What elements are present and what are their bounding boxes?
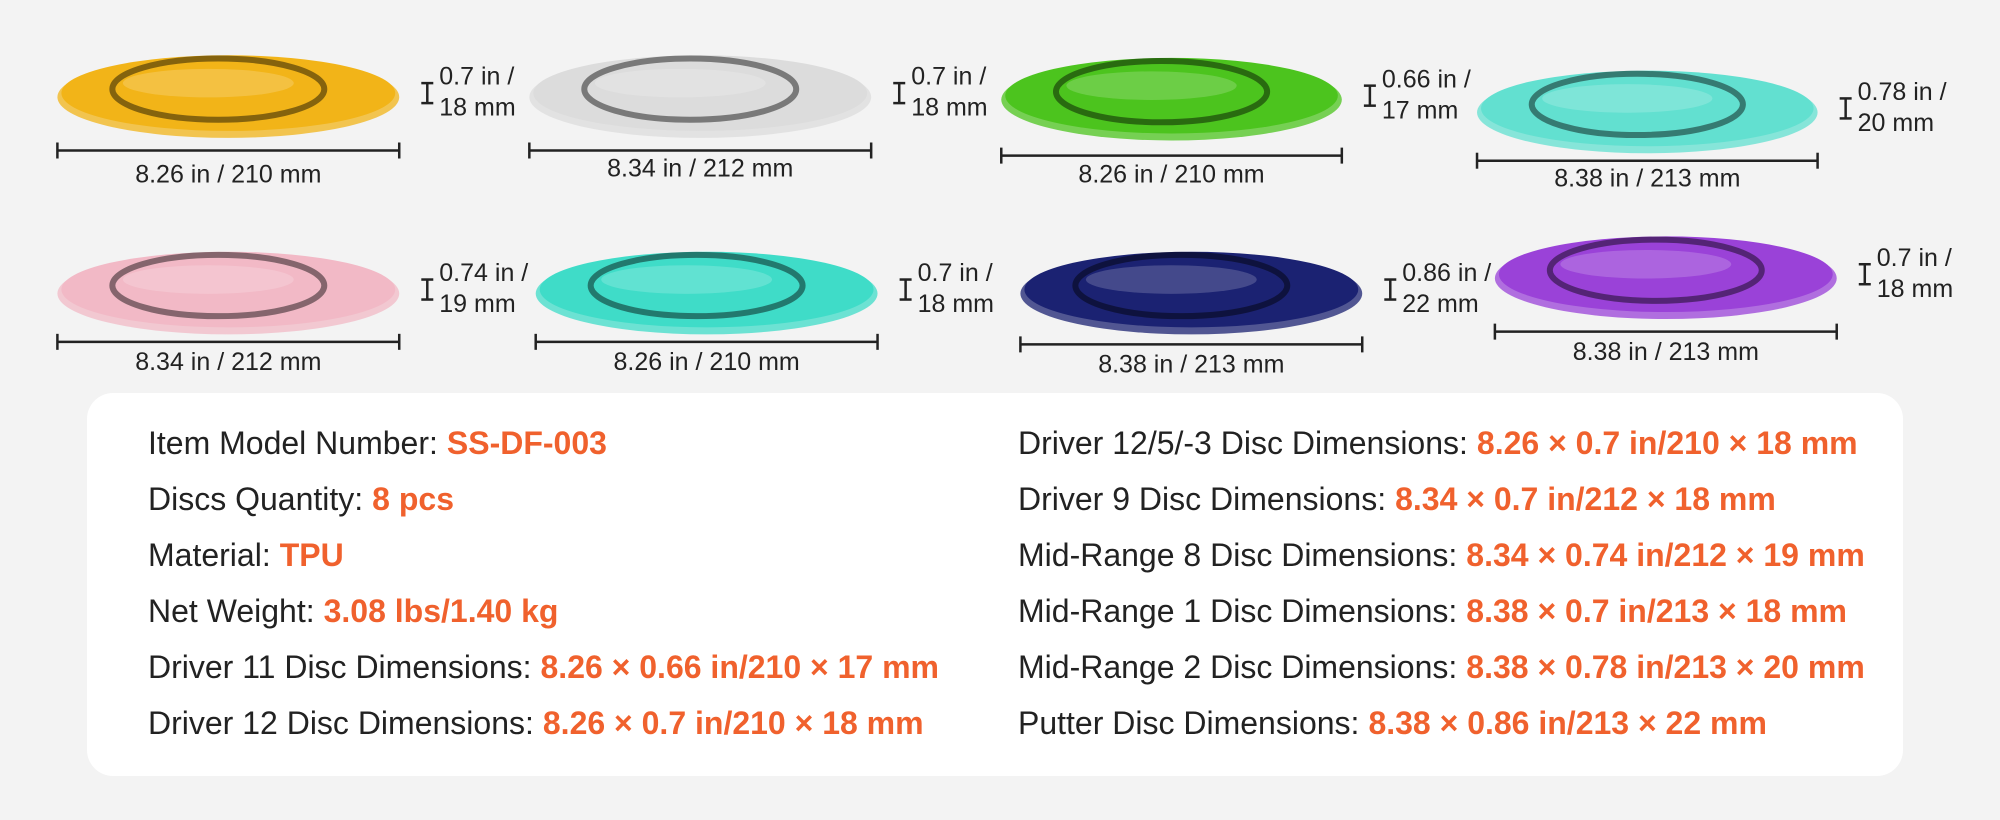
thickness-label: 18 mm — [1877, 275, 1953, 303]
spec-row: Net Weight: 3.08 lbs/1.40 kg — [148, 583, 939, 639]
spec-row: Item Model Number: SS-DF-003 — [148, 415, 939, 471]
spec-value: 8.38 × 0.86 in/213 × 22 mm — [1368, 705, 1767, 741]
disc-print — [109, 251, 328, 320]
disc-highlight — [594, 68, 766, 98]
spec-row: Discs Quantity: 8 pcs — [148, 471, 939, 527]
disc — [57, 55, 400, 138]
disc-highlight — [1066, 71, 1237, 100]
spec-label: Material: — [148, 537, 271, 573]
spec-panel: Item Model Number: SS-DF-003 Discs Quantit… — [87, 393, 1903, 776]
disc-body — [61, 251, 396, 328]
disc-print — [581, 55, 800, 123]
spec-value: 8.38 × 0.78 in/213 × 20 mm — [1466, 649, 1865, 685]
disc-highlight — [122, 68, 294, 98]
diameter-label: 8.34 in / 212 mm — [135, 348, 321, 376]
spec-label: Mid-Range 1 Disc Dimensions: — [1018, 593, 1458, 629]
diameter-label: 8.38 in / 213 mm — [1098, 351, 1284, 379]
spec-value: 8.26 × 0.7 in/210 × 18 mm — [542, 705, 924, 741]
disc-print — [1528, 70, 1746, 139]
disc-print — [1546, 236, 1765, 304]
spec-value: 8.26 × 0.7 in/210 × 18 mm — [1476, 425, 1858, 461]
thickness-label: 0.7 in / — [1877, 244, 1952, 272]
disc-body — [533, 55, 868, 131]
diameter-label: 8.26 in / 210 mm — [614, 348, 800, 376]
spec-label: Discs Quantity: — [148, 481, 364, 517]
disc — [1477, 70, 1818, 154]
disc — [529, 55, 872, 138]
spec-value: 8.34 × 0.7 in/212 × 18 mm — [1395, 481, 1776, 517]
spec-row: Putter Disc Dimensions: 8.38 × 0.86 in/21… — [1018, 695, 1865, 751]
spec-label: Putter Disc Dimensions: — [1018, 705, 1360, 741]
thickness-label: 19 mm — [439, 290, 515, 318]
spec-row: Mid-Range 1 Disc Dimensions: 8.38 × 0.7 i… — [1018, 583, 1865, 639]
spec-value: 8 pcs — [372, 481, 454, 517]
disc — [57, 251, 400, 335]
thickness-label: 0.86 in / — [1402, 259, 1491, 287]
disc-gallery: 8.26 in / 210 mm 0.7 in / 18 mm 8.34 in / 2… — [56, 55, 1953, 379]
spec-value: 3.08 lbs/1.40 kg — [323, 593, 559, 629]
diameter-label: 8.38 in / 213 mm — [1573, 338, 1759, 366]
disc-print — [587, 251, 806, 320]
thickness-label: 20 mm — [1858, 109, 1934, 137]
disc-highlight — [1560, 249, 1732, 279]
diameter-label: 8.38 in / 213 mm — [1554, 164, 1740, 192]
spec-value: 8.38 × 0.7 in/213 × 18 mm — [1466, 593, 1847, 629]
disc-highlight — [1542, 84, 1713, 113]
disc-print — [1052, 58, 1271, 126]
disc-body — [61, 55, 396, 131]
thickness-label: 0.78 in / — [1858, 78, 1947, 106]
spec-row: Material: TPU — [148, 527, 939, 583]
thickness-label: 0.7 in / — [911, 63, 986, 91]
spec-label: Mid-Range 2 Disc Dimensions: — [1018, 649, 1458, 685]
disc-body — [539, 251, 874, 328]
thickness-label: 18 mm — [911, 94, 987, 122]
disc-print — [109, 55, 328, 123]
spec-column: Driver 12/5/-3 Disc Dimensions: 8.26 × 0.… — [1018, 415, 1865, 751]
spec-label: Driver 12/5/-3 Disc Dimensions: — [1018, 425, 1468, 461]
diameter-label: 8.34 in / 212 mm — [607, 154, 793, 182]
spec-label: Mid-Range 8 Disc Dimensions: — [1018, 537, 1458, 573]
spec-row: Driver 12 Disc Dimensions: 8.26 × 0.7 in/… — [148, 695, 939, 751]
thickness-label: 0.66 in / — [1382, 65, 1471, 93]
disc-body — [1024, 251, 1359, 328]
spec-row: Mid-Range 8 Disc Dimensions: 8.34 × 0.74 … — [1018, 527, 1865, 583]
spec-row: Driver 11 Disc Dimensions: 8.26 × 0.66 in… — [148, 639, 939, 695]
spec-value: TPU — [279, 537, 344, 573]
disc-highlight — [601, 265, 773, 294]
disc-body — [1481, 70, 1814, 147]
spec-value: 8.26 × 0.66 in/210 × 17 mm — [540, 649, 940, 685]
thickness-label: 18 mm — [439, 94, 515, 122]
thickness-label: 18 mm — [918, 290, 994, 318]
disc — [1494, 236, 1837, 320]
spec-value: SS-DF-003 — [446, 425, 607, 461]
disc-print — [1072, 251, 1291, 320]
disc-body — [1498, 236, 1833, 313]
spec-label: Item Model Number: — [148, 425, 438, 461]
thickness-label: 0.7 in / — [439, 63, 514, 91]
spec-row: Driver 12/5/-3 Disc Dimensions: 8.26 × 0.… — [1018, 415, 1865, 471]
disc — [1001, 57, 1342, 141]
thickness-label: 0.7 in / — [918, 259, 993, 287]
disc — [1020, 251, 1363, 335]
diameter-label: 8.26 in / 210 mm — [135, 161, 321, 189]
spec-label: Net Weight: — [148, 593, 315, 629]
disc-highlight — [1085, 265, 1257, 294]
disc-body — [1005, 57, 1338, 134]
spec-label: Driver 12 Disc Dimensions: — [148, 705, 534, 741]
spec-value: 8.34 × 0.74 in/212 × 19 mm — [1466, 537, 1865, 573]
spec-column: Item Model Number: SS-DF-003 Discs Quantit… — [148, 415, 939, 751]
spec-label: Driver 9 Disc Dimensions: — [1018, 481, 1387, 517]
thickness-label: 17 mm — [1382, 96, 1458, 124]
spec-row: Driver 9 Disc Dimensions: 8.34 × 0.7 in/2… — [1018, 471, 1865, 527]
spec-row: Mid-Range 2 Disc Dimensions: 8.38 × 0.78 … — [1018, 639, 1865, 695]
disc — [535, 251, 878, 335]
thickness-label: 22 mm — [1402, 290, 1478, 318]
diameter-label: 8.26 in / 210 mm — [1078, 161, 1264, 189]
spec-label: Driver 11 Disc Dimensions: — [148, 649, 532, 685]
thickness-label: 0.74 in / — [439, 259, 528, 287]
disc-highlight — [122, 265, 294, 294]
